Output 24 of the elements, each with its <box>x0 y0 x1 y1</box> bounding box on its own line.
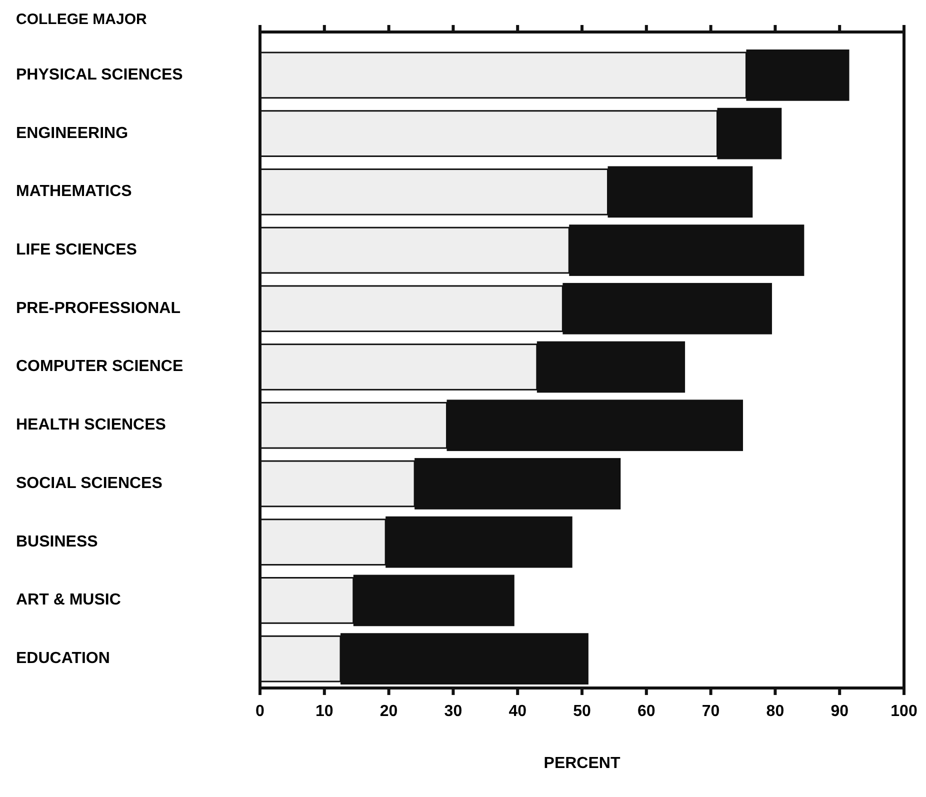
y-tick-label: SOCIAL SCIENCES <box>16 474 163 492</box>
x-tick-label: 70 <box>702 703 720 720</box>
x-tick-label: 100 <box>890 703 918 720</box>
x-tick-label: 90 <box>830 703 849 720</box>
y-tick-label: PHYSICAL SCIENCES <box>16 66 184 84</box>
y-tick-label: BUSINESS <box>16 533 98 550</box>
y-tick-label: ENGINEERING <box>16 124 128 142</box>
y-tick-label: PRE-PROFESSIONAL <box>16 300 181 317</box>
x-tick-label: 80 <box>766 703 784 720</box>
y-tick-label: ART & MUSIC <box>16 592 122 609</box>
x-tick-label: 30 <box>444 703 462 720</box>
x-tick-label: 10 <box>316 703 334 720</box>
y-tick-label: COMPUTER SCIENCE <box>16 358 184 376</box>
x-tick-label: 50 <box>573 703 591 720</box>
x-tick-label: 20 <box>380 703 398 720</box>
y-tick-label: EDUCATION <box>16 650 110 668</box>
x-tick-label: 60 <box>638 703 656 720</box>
x-axis-title: PERCENT <box>544 755 620 772</box>
x-tick-label: 0 <box>256 703 265 720</box>
x-tick-label: 40 <box>508 703 527 720</box>
y-tick-label: LIFE SCIENCES <box>16 241 138 259</box>
y-tick-label: HEALTH SCIENCES <box>16 416 166 434</box>
y-tick-label: MATHEMATICS <box>16 183 132 200</box>
text: COLLEGE MAJOR <box>16 11 148 28</box>
